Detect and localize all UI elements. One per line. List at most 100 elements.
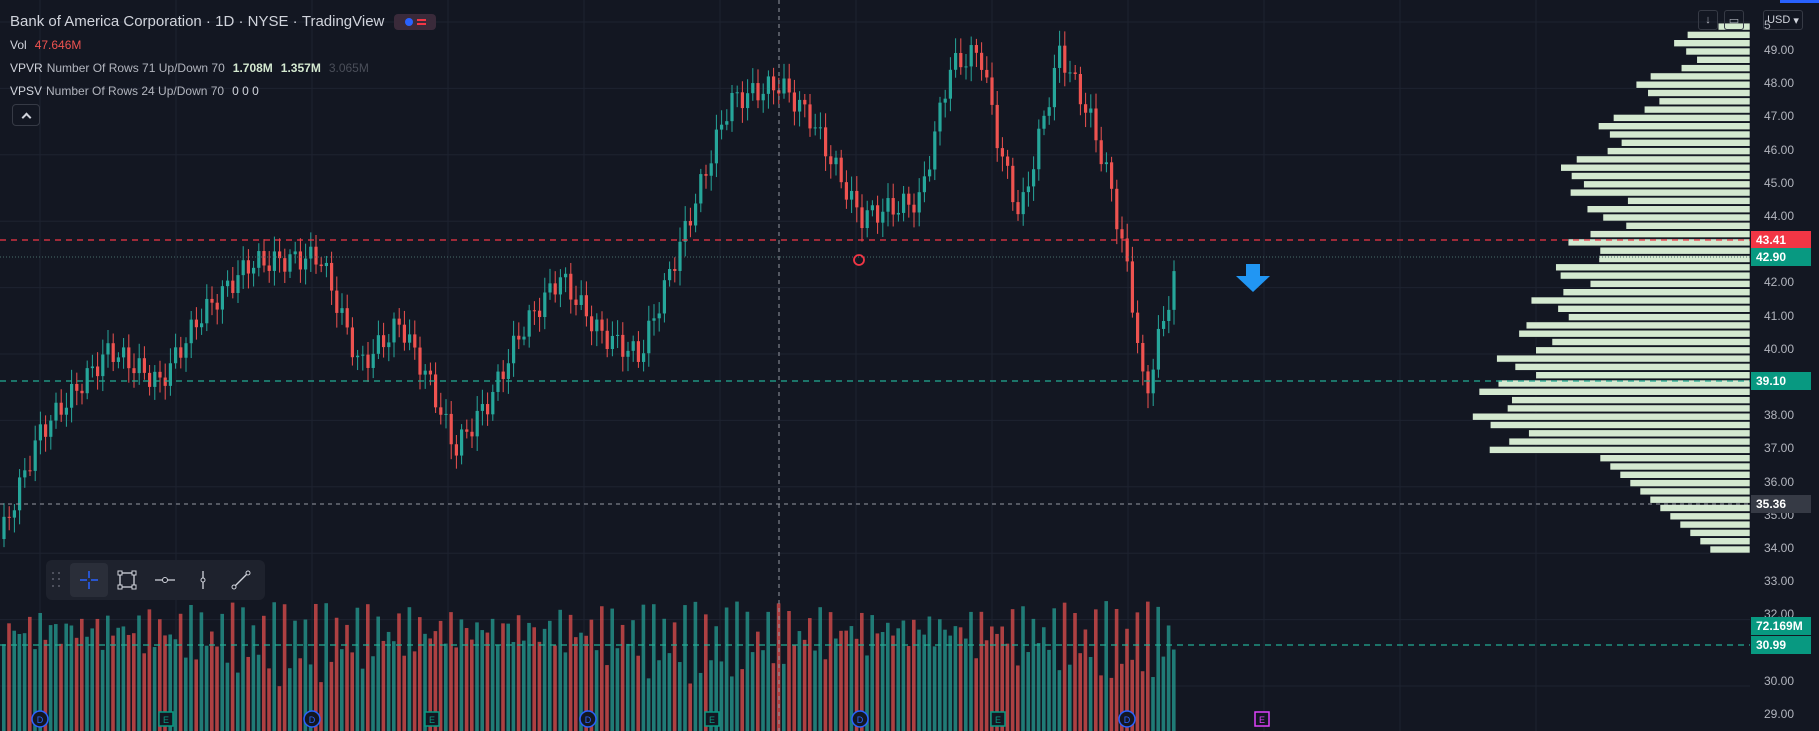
- vpsv-params: Number Of Rows 24 Up/Down 70: [46, 83, 225, 98]
- rectangle-tool-button[interactable]: [108, 563, 146, 597]
- candle-body: [756, 83, 760, 101]
- candle-body: [1104, 162, 1108, 165]
- volume-bar: [891, 635, 895, 731]
- currency-button[interactable]: USD ▾: [1763, 10, 1803, 30]
- volume-profile-bar: [1639, 487, 1751, 496]
- toolbar-drag-handle[interactable]: [52, 572, 64, 588]
- volume-bar: [345, 624, 349, 731]
- download-icon[interactable]: ↓: [1698, 10, 1718, 30]
- candle-body: [111, 343, 115, 362]
- candle-body: [70, 383, 74, 408]
- symbol-name[interactable]: Bank of America Corporation: [10, 13, 202, 30]
- candle-body: [631, 341, 635, 351]
- volume-bar: [516, 615, 521, 731]
- candle-body: [1110, 162, 1114, 189]
- screenshot-icon[interactable]: ▭: [1724, 10, 1744, 30]
- legend-collapse-button[interactable]: [12, 104, 40, 126]
- volume-bar: [511, 641, 516, 731]
- volume-bar: [875, 633, 880, 731]
- vpvr-total-value: 3.065M: [328, 60, 369, 75]
- chart-legend: Bank of America Corporation · 1D · NYSE …: [10, 10, 437, 102]
- legend-separator: ·: [234, 13, 248, 30]
- volume-bar: [537, 641, 542, 731]
- volume-profile-bar: [1647, 89, 1751, 97]
- candle-body: [751, 83, 755, 94]
- volume-profile-bar: [1525, 321, 1751, 330]
- vpsv-label[interactable]: VPSV: [10, 83, 43, 98]
- candle-body: [1026, 186, 1030, 193]
- price-tag: 43.41: [1751, 231, 1811, 249]
- interval-label[interactable]: 1D: [215, 13, 235, 30]
- volume-bar: [132, 633, 136, 731]
- volume-bar: [532, 627, 536, 731]
- candle-body: [116, 357, 120, 362]
- candle-body: [314, 246, 318, 265]
- candle-body: [101, 354, 105, 377]
- volume-profile-bar: [1609, 130, 1751, 139]
- volume-bar: [116, 627, 120, 731]
- vpsv-values: 0 0 0: [232, 83, 259, 98]
- volume-profile-bar: [1472, 412, 1751, 421]
- volume-bar: [802, 639, 807, 731]
- volume-bar: [464, 628, 469, 731]
- vpvr-label[interactable]: VPVR: [10, 60, 43, 75]
- volume-profile-bar: [1643, 105, 1751, 114]
- price-axis-tick: 38.00: [1764, 408, 1795, 423]
- candle-body: [460, 429, 464, 456]
- volume-bar: [1078, 653, 1082, 731]
- candle-body: [574, 299, 578, 305]
- volume-bar: [683, 605, 687, 731]
- volume-bar: [600, 606, 604, 731]
- candle-body: [720, 124, 724, 130]
- volume-bar: [480, 630, 484, 731]
- price-axis-tick: 49.00: [1764, 43, 1795, 57]
- volume-profile-bar: [1687, 31, 1751, 39]
- volume-bar: [501, 623, 505, 731]
- volume-bar: [522, 640, 526, 731]
- candle-body: [522, 336, 526, 340]
- candle-body: [293, 251, 297, 255]
- candle-body: [434, 374, 438, 408]
- candle-body: [761, 93, 765, 101]
- alarm-clock-icon: [853, 254, 865, 266]
- candle-body: [298, 251, 302, 270]
- candle-body: [304, 258, 308, 270]
- volume-profile-bar: [1649, 495, 1751, 504]
- price-tag: 39.10: [1751, 372, 1811, 390]
- vertical-line-tool-button[interactable]: [184, 563, 222, 597]
- candle-body: [605, 330, 609, 349]
- volume-bar: [1016, 665, 1020, 731]
- volume-profile-bar: [1598, 255, 1751, 263]
- candle-body: [231, 280, 235, 293]
- volume-bar: [1042, 627, 1046, 731]
- volume-bar: [59, 643, 63, 731]
- volume-bar: [709, 660, 713, 731]
- volume-bar: [355, 607, 360, 731]
- candle-body: [189, 319, 193, 344]
- candle-body: [824, 127, 828, 157]
- volume-bar: [579, 632, 583, 731]
- candle-body: [584, 295, 588, 317]
- candle-body: [683, 220, 687, 242]
- candle-body: [699, 174, 703, 204]
- candle-body: [1141, 342, 1145, 372]
- candle-body: [272, 251, 276, 271]
- trend-line-tool-button[interactable]: [222, 563, 260, 597]
- candle-body: [595, 319, 599, 332]
- volume-profile-bar: [1613, 114, 1751, 122]
- theme-toggle-icon[interactable]: [394, 13, 437, 30]
- candle-body: [995, 104, 999, 149]
- volume-bar: [64, 623, 68, 731]
- crosshair-tool-button[interactable]: [70, 563, 108, 597]
- volume-bar: [1073, 613, 1077, 731]
- volume-profile-bar: [1609, 462, 1751, 471]
- vol-label[interactable]: Vol: [10, 37, 27, 52]
- volume-bar: [667, 653, 672, 731]
- horizontal-ray-tool-button[interactable]: [146, 563, 184, 597]
- candle-body: [210, 298, 214, 303]
- candle-body: [668, 269, 672, 281]
- volume-profile-bar: [1607, 147, 1751, 155]
- candle-body: [590, 316, 594, 332]
